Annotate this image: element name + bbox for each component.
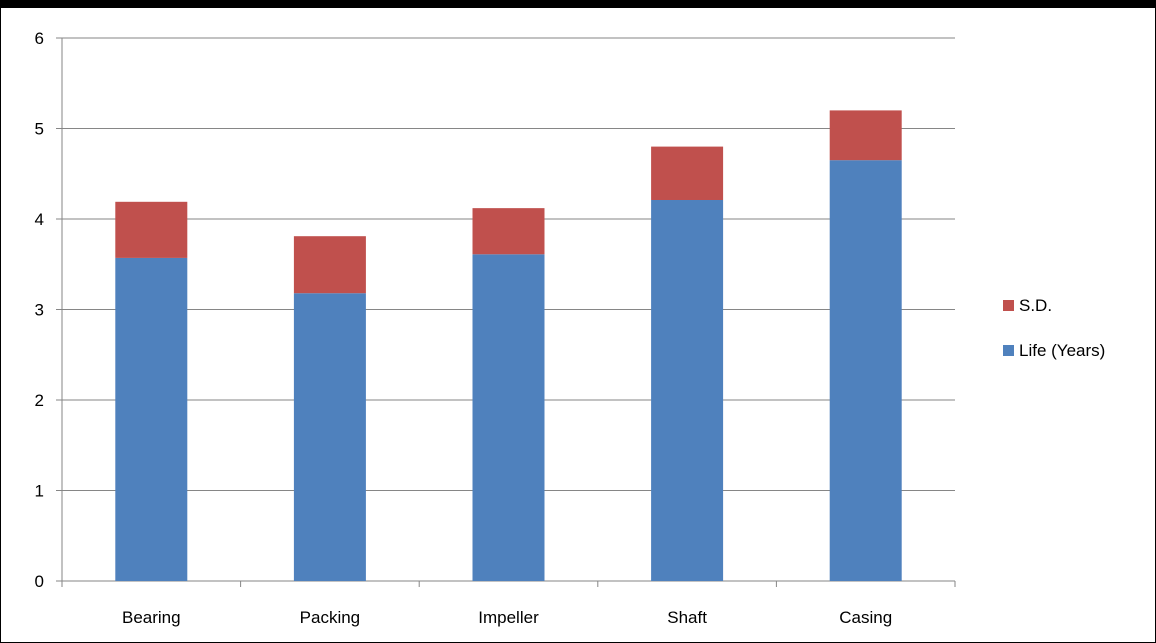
bar-life-years-impeller xyxy=(472,254,545,582)
bar-s-d-casing xyxy=(829,110,902,161)
legend-label: Life (Years) xyxy=(1019,341,1105,360)
x-tick-label: Shaft xyxy=(667,608,707,627)
bar-s-d-packing xyxy=(293,236,366,294)
legend-swatch xyxy=(1003,300,1014,311)
bar-life-years-packing xyxy=(293,293,366,581)
bars xyxy=(115,110,902,582)
y-tick-label: 5 xyxy=(35,120,44,139)
x-tick-label: Impeller xyxy=(478,608,539,627)
y-tick-label: 2 xyxy=(35,391,44,410)
bar-s-d-shaft xyxy=(651,146,724,200)
x-tick-label: Casing xyxy=(839,608,892,627)
y-tick-label: 1 xyxy=(35,482,44,501)
legend-swatch xyxy=(1003,345,1014,356)
bar-s-d-impeller xyxy=(472,208,545,255)
bar-life-years-shaft xyxy=(651,199,724,581)
top-border xyxy=(0,0,1156,8)
bar-s-d-bearing xyxy=(115,201,188,258)
x-tick-labels: Bearing Packing Impeller Shaft Casing xyxy=(122,608,892,627)
gridlines xyxy=(62,37,955,491)
y-tick-label: 6 xyxy=(35,29,44,48)
legend-label: S.D. xyxy=(1019,296,1052,315)
bar-life-years-bearing xyxy=(115,257,188,581)
y-tick-label: 0 xyxy=(35,572,44,591)
y-tick-label: 4 xyxy=(35,210,44,229)
legend: S.D. Life (Years) xyxy=(1003,296,1105,360)
y-tick-labels: 0 1 2 3 4 5 6 xyxy=(35,29,44,591)
y-tick-label: 3 xyxy=(35,301,44,320)
x-tick-label: Packing xyxy=(300,608,360,627)
bar-life-years-casing xyxy=(829,160,902,582)
x-tick-label: Bearing xyxy=(122,608,181,627)
